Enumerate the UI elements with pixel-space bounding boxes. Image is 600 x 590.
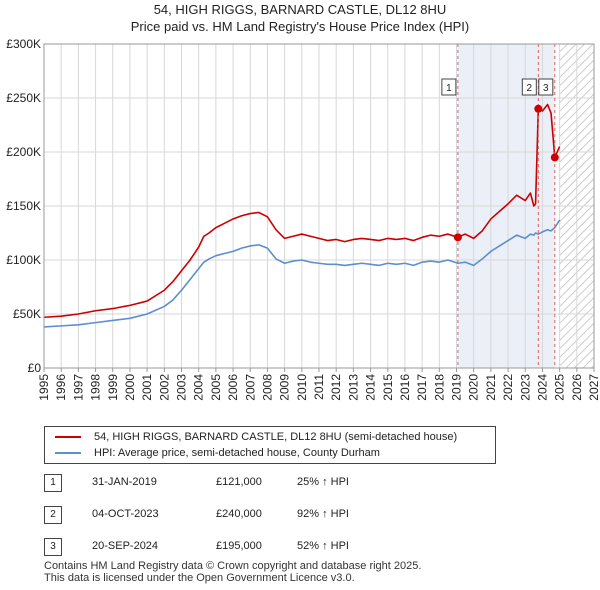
x-tick-label: 1998 [89, 374, 103, 401]
x-tick-label: 2007 [243, 374, 257, 401]
x-tick-label: 2025 [553, 374, 567, 401]
sale-point [453, 233, 462, 242]
x-tick-label: 2024 [535, 374, 549, 401]
chart-title-address: 54, HIGH RIGGS, BARNARD CASTLE, DL12 8HU [153, 2, 447, 17]
footer-attribution: Contains HM Land Registry data © Crown c… [44, 560, 421, 584]
y-tick-label: £0 [28, 361, 42, 375]
y-tick-label: £300K [6, 37, 41, 51]
transaction-price: £121,000 [216, 476, 262, 488]
transaction-date: 31-JAN-2019 [92, 476, 157, 488]
transaction-price: £195,000 [216, 540, 262, 552]
transaction-hpi-change: 52% ↑ HPI [297, 540, 349, 552]
sale-point [550, 153, 559, 162]
sale-marker-label: 1 [446, 83, 452, 94]
y-tick-label: £50K [13, 307, 41, 321]
x-tick-label: 2010 [295, 374, 309, 401]
x-tick-label: 1999 [106, 374, 120, 401]
sale-point [534, 104, 543, 113]
x-tick-label: 2015 [381, 374, 395, 401]
x-tick-label: 2002 [157, 374, 171, 401]
legend-entry-hpi: HPI: Average price, semi-detached house,… [55, 445, 380, 461]
legend-label-hpi: HPI: Average price, semi-detached house,… [94, 447, 380, 459]
x-tick-label: 2021 [484, 374, 498, 401]
x-tick-label: 2017 [415, 374, 429, 401]
x-tick-label: 2018 [432, 374, 446, 401]
x-tick-label: 1996 [54, 374, 68, 401]
x-tick-label: 2008 [260, 374, 274, 401]
y-tick-label: £100K [6, 253, 41, 267]
sale-marker-label-box [538, 78, 554, 96]
sale-marker-label-box [521, 78, 537, 96]
sale-marker-label: 3 [543, 83, 549, 94]
x-tick-label: 2014 [364, 374, 378, 401]
transaction-row: 2 04-OCT-2023 £240,000 92% ↑ HPI [44, 506, 444, 524]
x-tick-label: 2022 [501, 374, 515, 401]
transaction-hpi-change: 25% ↑ HPI [297, 476, 349, 488]
x-tick-label: 2003 [175, 374, 189, 401]
legend-swatch-hpi [55, 452, 81, 454]
transaction-price: £240,000 [216, 508, 262, 520]
transaction-number-badge: 1 [44, 474, 62, 492]
transaction-number-badge: 2 [44, 506, 62, 524]
chart-title-subtitle: Price paid vs. HM Land Registry's House … [130, 19, 470, 34]
transaction-row: 3 20-SEP-2024 £195,000 52% ↑ HPI [44, 538, 444, 556]
transaction-date: 04-OCT-2023 [92, 508, 159, 520]
x-tick-label: 2019 [450, 374, 464, 401]
hpi-line [43, 219, 561, 328]
footer-copyright: Contains HM Land Registry data © Crown c… [44, 560, 422, 572]
sale-marker-label: 2 [527, 83, 533, 94]
x-tick-label: 2023 [518, 374, 532, 401]
property-price-line [43, 103, 561, 319]
x-tick-label: 2011 [312, 374, 326, 400]
transaction-hpi-change: 92% ↑ HPI [297, 508, 349, 520]
x-tick-label: 2016 [398, 374, 412, 401]
y-tick-label: £200K [6, 145, 41, 159]
x-tick-label: 2009 [278, 374, 292, 401]
x-tick-label: 2004 [192, 374, 206, 401]
legend-label-property: 54, HIGH RIGGS, BARNARD CASTLE, DL12 8HU… [94, 431, 458, 443]
legend-entry-property: 54, HIGH RIGGS, BARNARD CASTLE, DL12 8HU… [55, 429, 457, 445]
x-tick-label: 2000 [123, 374, 137, 401]
x-tick-label: 2027 [587, 374, 600, 401]
y-tick-label: £150K [6, 199, 41, 213]
x-tick-label: 2006 [226, 374, 240, 401]
x-tick-label: 1997 [71, 374, 85, 401]
transaction-row: 1 31-JAN-2019 £121,000 25% ↑ HPI [44, 474, 444, 492]
x-tick-label: 2012 [329, 374, 343, 401]
x-tick-label: 2001 [140, 374, 154, 401]
x-tick-label: 2020 [467, 374, 481, 401]
y-tick-label: £250K [6, 91, 41, 105]
x-tick-label: 2026 [570, 374, 584, 401]
footer-licence: This data is licensed under the Open Gov… [44, 572, 355, 584]
transaction-number-badge: 3 [44, 538, 62, 556]
legend-swatch-property [55, 436, 81, 438]
transaction-date: 20-SEP-2024 [92, 540, 159, 552]
x-tick-label: 1995 [37, 374, 51, 401]
x-tick-label: 2005 [209, 374, 223, 401]
chart-legend: 54, HIGH RIGGS, BARNARD CASTLE, DL12 8HU… [44, 426, 496, 464]
sale-marker-label-box [441, 78, 457, 96]
x-tick-label: 2013 [346, 374, 360, 401]
